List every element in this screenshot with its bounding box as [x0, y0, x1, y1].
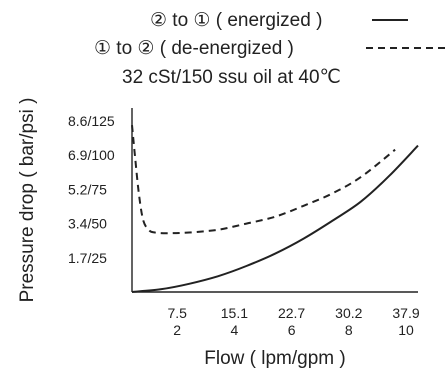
y-tick-label: 3.4/50: [68, 216, 107, 232]
x-tick-label-lpm: 37.9: [392, 305, 419, 321]
curves: [131, 125, 419, 293]
x-tick-label-lpm: 7.5: [167, 305, 187, 321]
x-tick-label-lpm: 22.7: [278, 305, 305, 321]
y-tick-label: 8.6/125: [68, 113, 115, 129]
y-tick-label: 1.7/25: [68, 250, 107, 266]
legend-dashed-label: ① to ② ( de-energized ): [94, 38, 294, 59]
x-tick-label-gpm: 2: [173, 322, 181, 338]
x-tick-label-gpm: 8: [345, 322, 353, 338]
x-axis-title: Flow ( lpm/gpm ): [204, 348, 345, 369]
x-tick-label-gpm: 6: [288, 322, 296, 338]
x-tick-label-lpm: 30.2: [335, 305, 362, 321]
x-tick-label-gpm: 10: [398, 322, 414, 338]
y-tick-labels: 1.7/25 3.4/50 5.2/75 6.9/100 8.6/125: [68, 113, 115, 266]
oil-condition-label: 32 cSt/150 ssu oil at 40℃: [122, 67, 341, 88]
x-tick-label-gpm: 4: [231, 322, 239, 338]
de-energized-curve: [131, 125, 396, 235]
energized-curve: [131, 144, 419, 293]
x-tick-label-lpm: 15.1: [221, 305, 248, 321]
y-axis-title: Pressure drop ( bar/psi ): [17, 98, 38, 303]
legend-solid-label: ② to ① ( energized ): [150, 10, 322, 31]
y-tick-label: 5.2/75: [68, 181, 107, 197]
x-tick-labels: 7.52 15.14 22.76 30.28 37.910: [167, 305, 419, 338]
y-tick-label: 6.9/100: [68, 147, 115, 163]
